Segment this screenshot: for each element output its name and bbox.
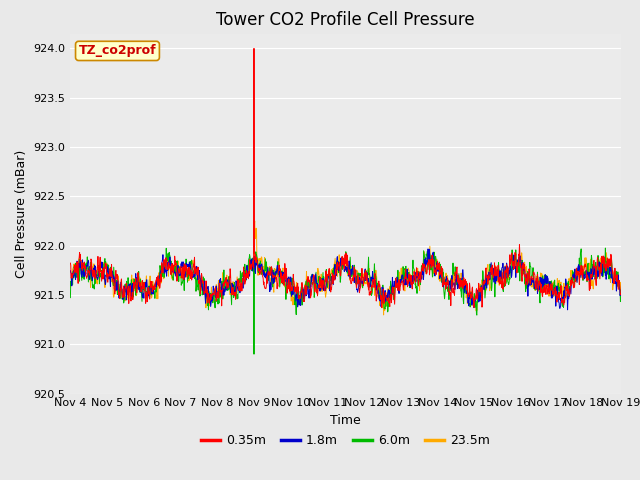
X-axis label: Time: Time bbox=[330, 414, 361, 427]
Y-axis label: Cell Pressure (mBar): Cell Pressure (mBar) bbox=[15, 149, 28, 278]
Legend: 0.35m, 1.8m, 6.0m, 23.5m: 0.35m, 1.8m, 6.0m, 23.5m bbox=[196, 429, 495, 452]
Title: Tower CO2 Profile Cell Pressure: Tower CO2 Profile Cell Pressure bbox=[216, 11, 475, 29]
Text: TZ_co2prof: TZ_co2prof bbox=[79, 44, 156, 58]
